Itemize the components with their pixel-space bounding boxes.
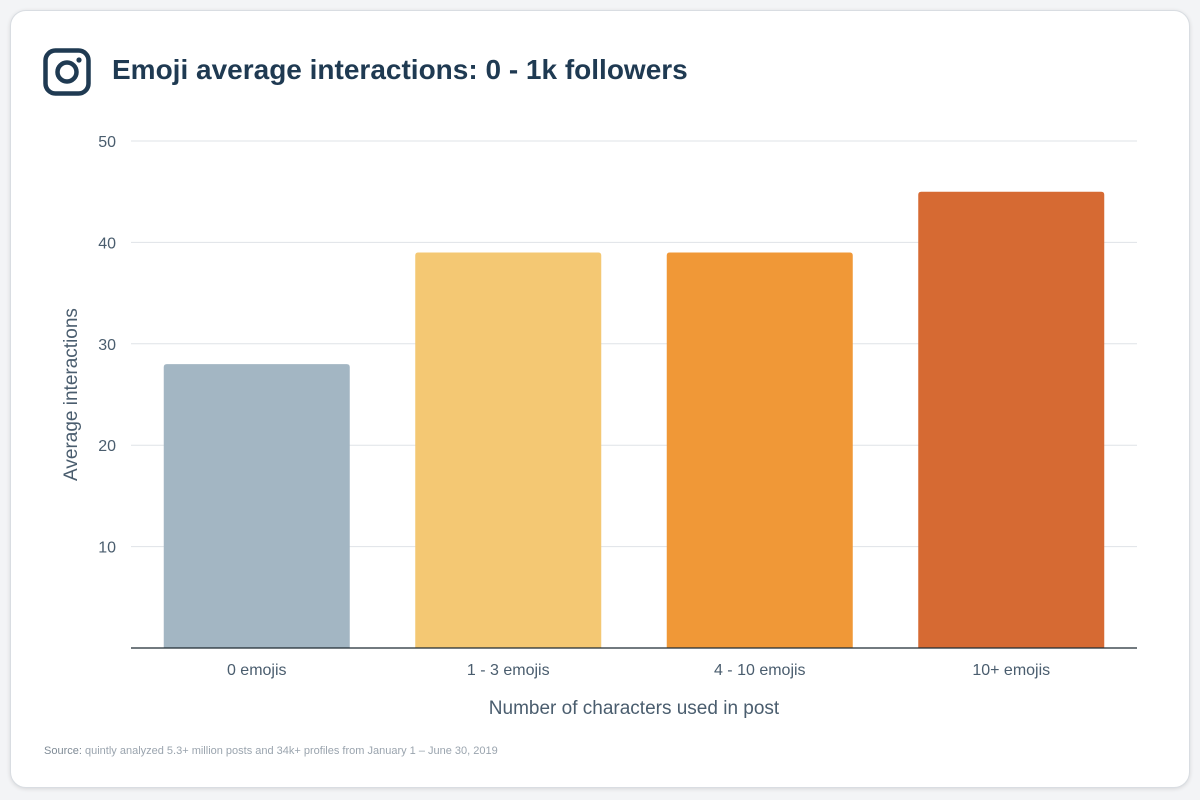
chart-title: Emoji average interactions: 0 - 1k follo… xyxy=(112,54,688,85)
bar xyxy=(163,364,350,648)
y-tick-label: 30 xyxy=(98,337,116,354)
bar xyxy=(918,191,1105,648)
x-tick-label: 0 emojis xyxy=(227,662,287,679)
source-note: Source: quintly analyzed 5.3+ million po… xyxy=(44,745,498,757)
x-tick-label: 10+ emojis xyxy=(972,662,1050,679)
instagram-icon xyxy=(43,48,91,96)
source-label: Source: xyxy=(44,745,82,757)
bar xyxy=(666,252,853,649)
x-tick-label: 1 - 3 emojis xyxy=(467,662,550,679)
y-tick-label: 10 xyxy=(98,540,116,557)
y-axis-label: Average interactions xyxy=(61,308,82,481)
bar xyxy=(415,252,602,649)
y-tick-label: 40 xyxy=(98,235,116,252)
source-text: quintly analyzed 5.3+ million posts and … xyxy=(84,745,498,757)
y-tick-label: 20 xyxy=(98,438,116,455)
y-tick-label: 50 xyxy=(98,134,116,151)
x-axis-label: Number of characters used in post xyxy=(489,698,780,719)
x-tick-label: 4 - 10 emojis xyxy=(714,662,806,679)
